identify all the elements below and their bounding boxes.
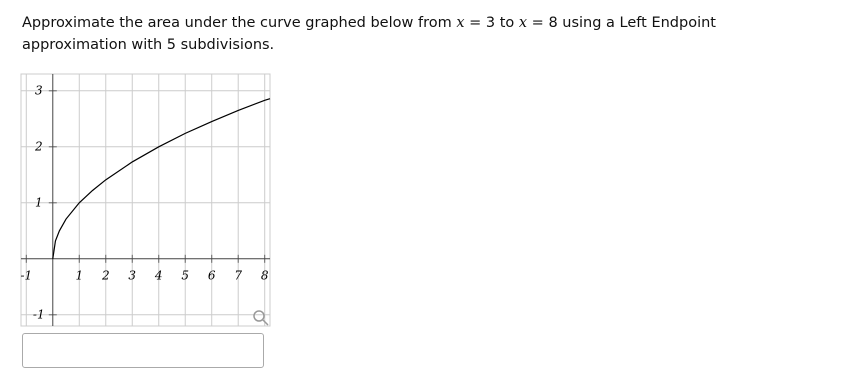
x-tick-label: 7 xyxy=(234,268,242,282)
plot-frame xyxy=(20,73,271,327)
y-tick-label: -1 xyxy=(33,307,45,321)
y-tick-label: 2 xyxy=(34,139,43,153)
question: Approximate the area under the curve gra… xyxy=(22,12,822,56)
question-text: = 8 using a Left Endpoint approximation … xyxy=(22,15,716,53)
zoom-icon xyxy=(253,310,269,326)
question-text: = 3 to xyxy=(464,15,519,31)
x-tick-label: 6 xyxy=(208,268,216,282)
graph: -1 1 2 3 4 5 6 7 8 -1 1 2 3 xyxy=(20,73,271,327)
y-tick-label: 3 xyxy=(35,83,43,97)
x-tick-label: -1 xyxy=(20,268,32,282)
x-tick-label: 5 xyxy=(181,268,189,282)
y-tick-label: 1 xyxy=(35,195,43,209)
x-tick-label: 8 xyxy=(261,268,269,282)
x-tick-label: 1 xyxy=(75,268,83,282)
x-tick-label: 4 xyxy=(154,268,163,282)
math-var: x xyxy=(456,15,465,31)
x-tick-label: 2 xyxy=(101,268,110,282)
answer-input[interactable] xyxy=(22,333,264,368)
question-text: Approximate the area under the curve gra… xyxy=(22,15,457,31)
curve xyxy=(52,98,271,259)
x-tick-label: 3 xyxy=(128,268,136,282)
math-var: x xyxy=(518,15,528,31)
